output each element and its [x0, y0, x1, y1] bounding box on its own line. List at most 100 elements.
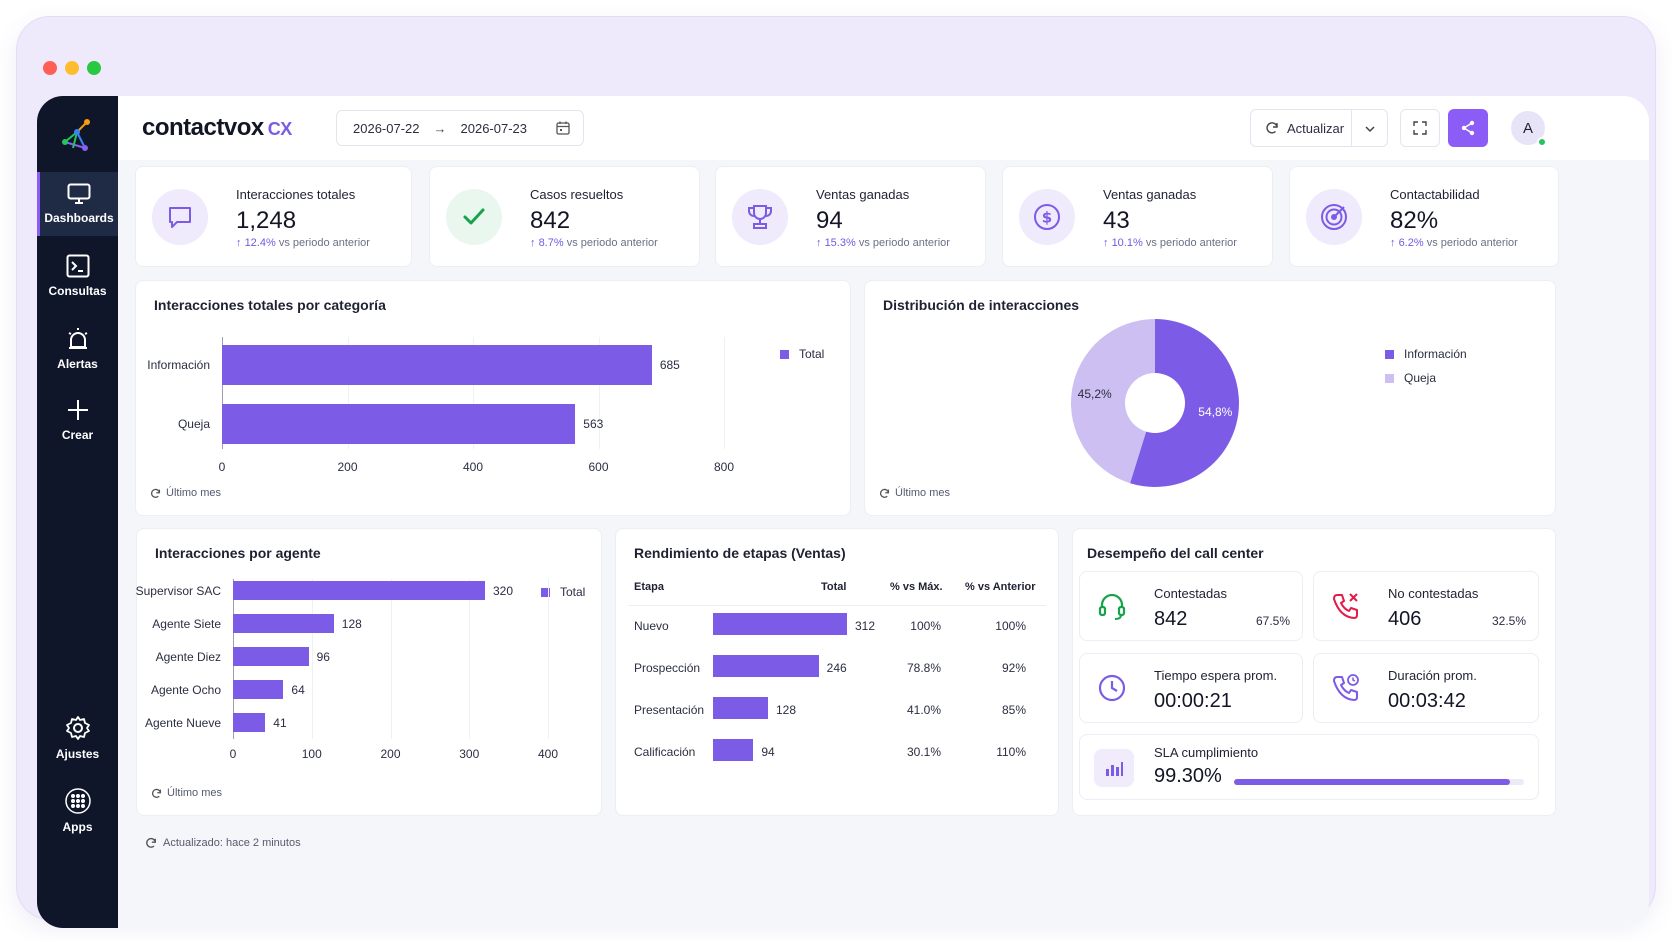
- stage-bar: [713, 697, 768, 719]
- date-range-picker[interactable]: 2026-07-22 → 2026-07-23: [336, 110, 584, 146]
- footer-label: Último mes: [167, 787, 223, 799]
- stage-vs-prev: 110%: [996, 745, 1026, 759]
- sla-progress-fill: [1234, 779, 1511, 785]
- stage-bar: [713, 613, 847, 635]
- legend-label: Total: [560, 585, 586, 599]
- column-header-vs-prev: % vs Anterior: [965, 581, 1036, 593]
- legend-label: Total: [799, 347, 825, 361]
- kpi-card-casos: Casos resueltos 842 ↑ 8.7% vs periodo an…: [429, 166, 700, 267]
- y-category-label: Agente Nueve: [144, 715, 221, 730]
- stage-total: 246: [826, 661, 847, 675]
- refresh-icon: [1266, 122, 1278, 134]
- app-window: Dashboards Consultas Alertas Crear Ajust…: [37, 96, 1649, 928]
- footer-label: Último mes: [895, 487, 951, 499]
- footer-label: Último mes: [166, 487, 222, 499]
- card-title: Interacciones por agente: [155, 545, 321, 561]
- sidebar-item-crear[interactable]: Crear: [37, 388, 118, 452]
- share-button[interactable]: [1448, 109, 1488, 147]
- donut-chart: 54,8% 45,2%: [1071, 319, 1239, 487]
- sidebar-item-consultas[interactable]: Consultas: [37, 244, 118, 308]
- grid-line: [222, 337, 223, 449]
- kpi-delta: ↑ 12.4% vs periodo anterior: [236, 237, 370, 249]
- kpi-delta-value: 15.3%: [824, 237, 856, 249]
- avatar[interactable]: A: [1511, 111, 1547, 147]
- brand-logo: contactvox CX: [142, 114, 292, 142]
- kpi-title: Ventas ganadas: [816, 187, 910, 202]
- gear-icon: [65, 716, 90, 740]
- refresh-button[interactable]: Actualizar: [1250, 109, 1388, 147]
- close-window-button[interactable]: [43, 61, 57, 75]
- y-category-label: Información: [147, 358, 210, 372]
- bar-value-label: 563: [583, 417, 604, 431]
- sidebar-item-label: Dashboards: [44, 211, 114, 225]
- grid-line: [548, 579, 549, 739]
- card-title: Rendimiento de etapas (Ventas): [634, 545, 846, 561]
- phone-clock-icon: [1333, 674, 1359, 701]
- stage-total: 312: [855, 619, 876, 633]
- distribution-chart-card: Distribución de interacciones 54,8% 45,2%…: [864, 280, 1556, 516]
- grid-line: [311, 579, 313, 739]
- sidebar-item-ajustes[interactable]: Ajustes: [37, 706, 118, 770]
- kpi-delta-text: vs periodo anterior: [858, 237, 950, 249]
- kpi-value: 43: [1103, 207, 1130, 234]
- sidebar-item-dashboards[interactable]: Dashboards: [37, 172, 118, 236]
- check-icon: [463, 208, 485, 225]
- chart-legend-item: Información: [1385, 347, 1467, 361]
- kpi-delta-value: 10.1%: [1111, 237, 1143, 249]
- column-header-stage: Etapa: [634, 581, 664, 593]
- donut-slice: [1071, 319, 1155, 484]
- kpi-delta: ↑ 10.1% vs periodo anterior: [1103, 237, 1237, 249]
- calendar-icon[interactable]: [555, 120, 571, 136]
- date-to[interactable]: 2026-07-23: [460, 120, 528, 136]
- bar: [233, 713, 266, 732]
- window-frame: Dashboards Consultas Alertas Crear Ajust…: [16, 16, 1656, 928]
- divider: [1351, 110, 1352, 146]
- refresh-icon: [146, 837, 156, 848]
- kpi-delta-value: 12.4%: [244, 237, 276, 249]
- kpi-delta-text: vs periodo anterior: [566, 237, 658, 249]
- kpi-title: Interacciones totales: [236, 187, 356, 202]
- chat-icon: [169, 207, 191, 228]
- bar: [233, 614, 334, 633]
- grid-icon: [64, 788, 91, 814]
- bar-value-label: 685: [659, 358, 680, 372]
- top-bar: contactvox CX 2026-07-22 → 2026-07-23 Act…: [118, 96, 1649, 160]
- kpi-card-ventas-ganadas-2: $ Ventas ganadas 43 ↑ 10.1% vs periodo a…: [1002, 166, 1273, 267]
- kpi-icon-wrap: [732, 189, 788, 245]
- brand-name: contactvox: [142, 114, 264, 141]
- kpi-card-ventas-ganadas: Ventas ganadas 94 ↑ 15.3% vs periodo ant…: [715, 166, 986, 267]
- date-arrow: →: [433, 120, 447, 136]
- grid-line: [469, 579, 471, 739]
- metric-title: Tiempo espera prom.: [1154, 668, 1278, 683]
- x-tick-label: 0: [218, 460, 226, 474]
- monitor-icon: [67, 183, 91, 204]
- sidebar-item-label: Alertas: [57, 357, 98, 371]
- minimize-window-button[interactable]: [65, 61, 79, 75]
- sidebar-item-alertas[interactable]: Alertas: [37, 317, 118, 381]
- grid-line: [724, 337, 725, 449]
- chart-legend: Total: [541, 585, 585, 599]
- x-tick-label: 400: [462, 460, 484, 474]
- sidebar-item-label: Consultas: [48, 284, 107, 298]
- maximize-window-button[interactable]: [87, 61, 101, 75]
- bar: [233, 680, 284, 699]
- stage-name: Prospección: [634, 661, 701, 675]
- kpi-title: Casos resueltos: [530, 187, 624, 202]
- metric-percent: 67.5%: [1255, 614, 1290, 628]
- chevron-down-icon[interactable]: [1363, 122, 1377, 136]
- stage-vs-max: 30.1%: [906, 745, 941, 759]
- kpi-delta-text: vs periodo anterior: [278, 237, 370, 249]
- stage-total: 128: [775, 703, 796, 717]
- brand-suffix: CX: [267, 119, 293, 139]
- fullscreen-button[interactable]: [1400, 109, 1440, 147]
- trophy-icon: [748, 205, 772, 229]
- card-footer: Último mes: [151, 787, 222, 799]
- date-from[interactable]: 2026-07-22: [353, 120, 420, 136]
- legend-label: Información: [1404, 347, 1467, 361]
- chart-legend-item: Queja: [1385, 371, 1436, 385]
- sidebar-item-apps[interactable]: Apps: [37, 779, 118, 843]
- online-status-dot: [1537, 137, 1547, 147]
- y-category-label: Agente Siete: [152, 616, 221, 631]
- metric-value: 00:03:42: [1388, 690, 1466, 712]
- metric-title: Duración prom.: [1388, 668, 1477, 683]
